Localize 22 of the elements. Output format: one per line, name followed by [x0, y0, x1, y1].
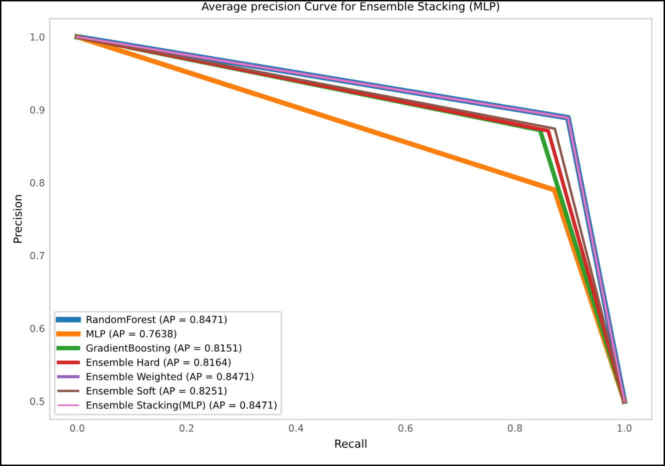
x-tick-label: 0.2: [180, 424, 194, 432]
y-tick-label: 0.5: [30, 398, 44, 406]
x-tick-label: 0.6: [398, 424, 413, 432]
chart-title: Average precision Curve for Ensemble Stacking (MLP): [202, 2, 500, 13]
legend-label: RandomForest (AP = 0.8471): [86, 316, 227, 324]
y-tick-label: 1.0: [30, 33, 44, 41]
y-axis-title: Precision: [13, 195, 22, 243]
legend-label: Ensemble Soft (AP = 0.8251): [86, 386, 226, 396]
y-tick-label: 0.7: [30, 252, 44, 260]
y-tick-label: 0.8: [30, 179, 44, 186]
x-axis-title: Recall: [335, 439, 366, 448]
y-tick-label: 0.9: [30, 106, 44, 114]
legend-label: Ensemble Weighted (AP = 0.8471): [86, 372, 254, 382]
x-tick-label: 0.4: [288, 424, 304, 432]
legend-label: Ensemble Hard (AP = 0.8164): [86, 358, 231, 368]
x-tick-label: 1.0: [618, 424, 632, 432]
legend-label: MLP (AP = 0.7638): [86, 330, 176, 339]
legend-label: GradientBoosting (AP = 0.8151): [86, 344, 242, 354]
legend-label: Ensemble Stacking(MLP) (AP = 0.8471): [86, 401, 277, 411]
y-tick-label: 0.6: [30, 324, 44, 332]
x-tick-label: 0.8: [508, 424, 522, 432]
x-tick-label: 0.0: [70, 424, 84, 432]
